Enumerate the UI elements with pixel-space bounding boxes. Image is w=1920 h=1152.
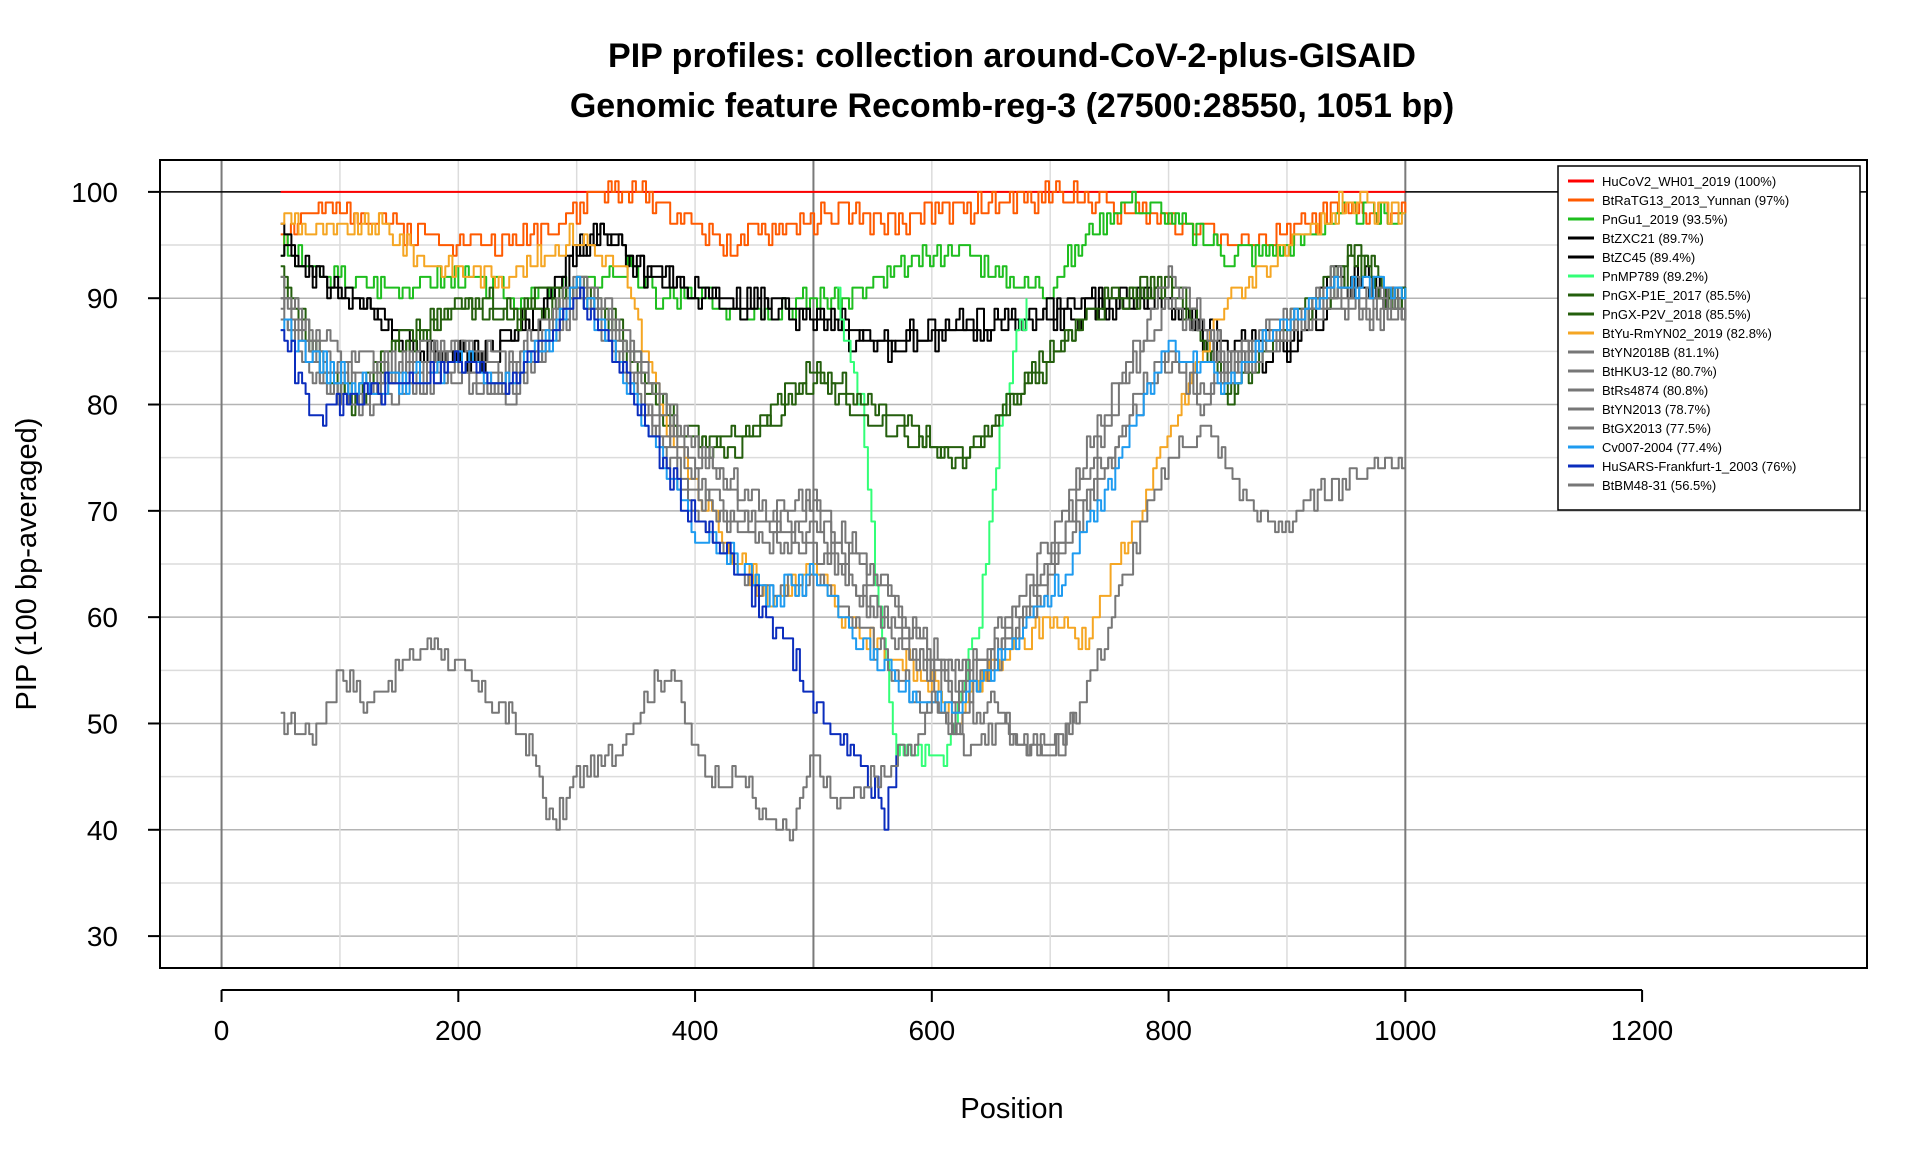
chart-title: PIP profiles: collection around-CoV-2-pl… bbox=[608, 37, 1416, 75]
legend-entry: PnGX-P1E_2017 (85.5%) bbox=[1602, 288, 1751, 303]
series-line bbox=[280, 637, 1075, 842]
x-tick-label: 0 bbox=[214, 1015, 230, 1046]
legend-entry: PnGu1_2019 (93.5%) bbox=[1602, 212, 1728, 227]
series-line bbox=[280, 244, 1407, 470]
x-axis: 0 200 400 600 800 1000 1200 bbox=[214, 989, 1673, 1046]
legend: HuCoV2_WH01_2019 (100%) BtRaTG13_2013_Yun… bbox=[1557, 165, 1861, 511]
legend-entry: BtYN2013 (78.7%) bbox=[1602, 402, 1710, 417]
plot-frame bbox=[159, 159, 1868, 969]
y-axis-label: PIP (100 bp-averaged) bbox=[11, 418, 43, 711]
x-tick-label: 1000 bbox=[1374, 1015, 1436, 1046]
x-tick-label: 200 bbox=[435, 1015, 482, 1046]
legend-entry: BtGX2013 (77.5%) bbox=[1602, 421, 1711, 436]
legend-entry: PnMP789 (89.2%) bbox=[1602, 269, 1708, 284]
y-tick-label: 40 bbox=[87, 815, 118, 846]
y-tick-label: 30 bbox=[87, 921, 118, 952]
legend-entry: HuCoV2_WH01_2019 (100%) bbox=[1602, 174, 1776, 189]
series-line bbox=[280, 254, 1407, 459]
series-line bbox=[280, 286, 898, 831]
y-tick-label: 80 bbox=[87, 390, 118, 421]
x-axis-label: Position bbox=[960, 1093, 1063, 1125]
y-tick-label: 60 bbox=[87, 602, 118, 633]
legend-entry: BtYN2018B (81.1%) bbox=[1602, 345, 1719, 360]
y-axis: 30 40 50 60 70 80 90 100 bbox=[71, 177, 160, 952]
series-line bbox=[280, 275, 1407, 714]
legend-entry: BtYu-RmYN02_2019 (82.8%) bbox=[1602, 326, 1772, 341]
y-tick-label: 100 bbox=[71, 177, 118, 208]
legend-entry: BtHKU3-12 (80.7%) bbox=[1602, 364, 1717, 379]
chart-subtitle: Genomic feature Recomb-reg-3 (27500:2855… bbox=[570, 87, 1454, 125]
x-tick-label: 600 bbox=[908, 1015, 955, 1046]
series-lines bbox=[280, 180, 1407, 842]
legend-entry: HuSARS-Frankfurt-1_2003 (76%) bbox=[1602, 459, 1796, 474]
x-tick-label: 1200 bbox=[1611, 1015, 1673, 1046]
legend-entry: BtRs4874 (80.8%) bbox=[1602, 383, 1708, 398]
legend-entry: PnGX-P2V_2018 (85.5%) bbox=[1602, 307, 1751, 322]
y-tick-label: 90 bbox=[87, 283, 118, 314]
x-tick-label: 800 bbox=[1145, 1015, 1192, 1046]
series-line bbox=[837, 286, 1028, 767]
legend-entry: BtBM48-31 (56.5%) bbox=[1602, 478, 1716, 493]
x-tick-label: 400 bbox=[672, 1015, 719, 1046]
y-tick-label: 70 bbox=[87, 496, 118, 527]
series-line bbox=[280, 265, 1407, 704]
y-tick-label: 50 bbox=[87, 708, 118, 739]
legend-entry: BtZC45 (89.4%) bbox=[1602, 250, 1695, 265]
legend-entry: BtZXC21 (89.7%) bbox=[1602, 231, 1704, 246]
legend-entry: BtRaTG13_2013_Yunnan (97%) bbox=[1602, 193, 1789, 208]
legend-entry: Cv007-2004 (77.4%) bbox=[1602, 440, 1722, 455]
legend-box bbox=[1557, 165, 1861, 511]
